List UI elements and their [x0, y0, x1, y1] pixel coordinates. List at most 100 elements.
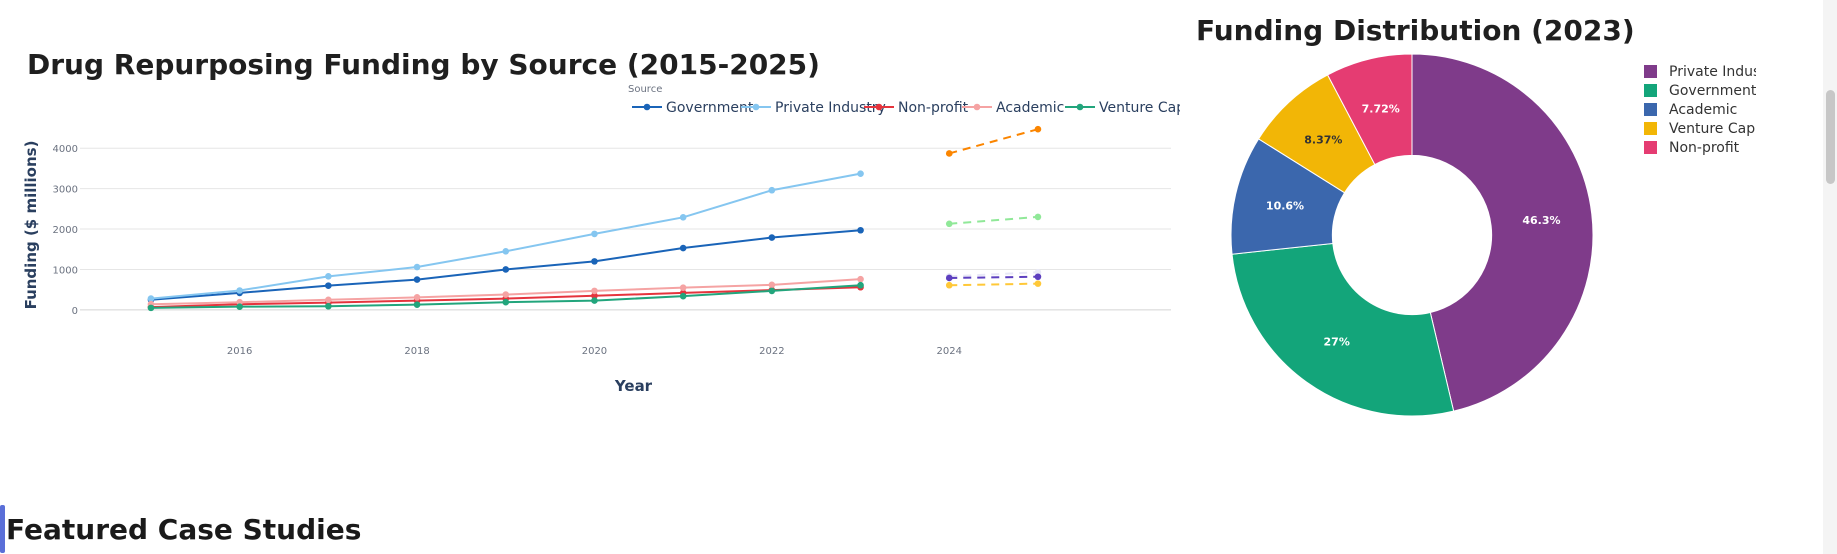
line-series-group: [147, 170, 864, 312]
data-point[interactable]: [147, 295, 155, 302]
data-point[interactable]: [591, 292, 598, 300]
data-point[interactable]: [413, 294, 421, 301]
projection-line[interactable]: [948, 128, 1039, 155]
legend-swatch: [1644, 122, 1657, 135]
projection-point[interactable]: [1034, 213, 1042, 221]
data-point[interactable]: [325, 282, 332, 289]
data-point[interactable]: [502, 247, 510, 255]
projection-point[interactable]: [945, 220, 953, 228]
projection-line[interactable]: [949, 215, 1039, 225]
data-point[interactable]: [413, 276, 421, 283]
legend-swatch-marker[interactable]: [1076, 103, 1084, 111]
data-point[interactable]: [591, 287, 598, 295]
legend-item-label[interactable]: Academic: [996, 100, 1064, 116]
data-point[interactable]: [679, 244, 687, 252]
data-point[interactable]: [679, 292, 687, 300]
x-tick-label: 2022: [759, 346, 784, 357]
slice-percent-label: 27%: [1324, 335, 1350, 348]
line-chart[interactable]: 0 1000 2000 3000 4000 2016 2018 2020 2022 2024 Yea…: [0, 80, 1180, 410]
line-legend[interactable]: Government Private Industry Non-profit Acad…: [632, 100, 1180, 116]
data-point[interactable]: [325, 302, 332, 310]
y-tick-label: 1000: [53, 265, 78, 276]
data-point[interactable]: [502, 266, 510, 273]
legend-label: Government: [1669, 82, 1756, 99]
case-studies-title: Featured Case Studies: [6, 512, 362, 546]
data-point[interactable]: [679, 214, 687, 221]
page-scrollbar[interactable]: [1823, 0, 1837, 554]
data-point[interactable]: [413, 301, 421, 308]
pie-legend-item[interactable]: Academic: [1644, 100, 1756, 119]
donut-slice[interactable]: [1411, 53, 1594, 412]
donut-slice[interactable]: [1326, 53, 1413, 166]
data-point[interactable]: [768, 281, 776, 289]
projection-line[interactable]: [949, 271, 1038, 278]
slice-percent-label: 10.6%: [1266, 200, 1304, 213]
pie-legend-item[interactable]: Government: [1644, 81, 1756, 100]
legend-item-label[interactable]: Non-profit: [898, 100, 969, 116]
slice-percent-label: 7.72%: [1362, 102, 1400, 115]
y-tick-label: 4000: [53, 144, 78, 155]
x-tick-label: 2016: [227, 346, 252, 357]
data-point[interactable]: [591, 230, 598, 238]
projection-point[interactable]: [945, 281, 953, 289]
legend-item-label[interactable]: Venture Capital: [1099, 100, 1180, 116]
data-point[interactable]: [857, 170, 864, 177]
legend-label: Venture Capital: [1669, 120, 1756, 137]
y-tick-label: 3000: [53, 185, 78, 196]
projection-line[interactable]: [949, 275, 1038, 279]
legend-item-label[interactable]: Private Industry: [775, 100, 886, 116]
x-tick-label: 2024: [937, 346, 962, 357]
legend-swatch: [1644, 65, 1657, 78]
data-point[interactable]: [325, 296, 332, 304]
legend-swatch-marker[interactable]: [643, 103, 651, 111]
pie-chart[interactable]: 46.3% 27% 10.6% 8.37% 7.72%: [1210, 50, 1610, 420]
pie-legend-item[interactable]: Venture Capital: [1644, 119, 1756, 138]
data-point[interactable]: [768, 287, 776, 295]
data-point[interactable]: [857, 226, 864, 234]
data-point[interactable]: [591, 297, 598, 304]
projection-point[interactable]: [1034, 125, 1042, 133]
slice-percent-label: 46.3%: [1522, 214, 1560, 227]
legend-item-label[interactable]: Government: [666, 100, 754, 116]
data-point[interactable]: [147, 304, 155, 312]
legend-label: Academic: [1669, 101, 1738, 118]
data-point[interactable]: [502, 291, 510, 298]
data-point[interactable]: [502, 298, 510, 306]
projection-point[interactable]: [1034, 273, 1042, 281]
data-point[interactable]: [236, 303, 243, 310]
donut-slice[interactable]: [1231, 242, 1455, 417]
pie-legend-item[interactable]: Non-profit: [1644, 138, 1756, 157]
data-point[interactable]: [857, 281, 864, 289]
data-point[interactable]: [768, 186, 776, 194]
data-point[interactable]: [413, 263, 421, 271]
pie-legend-item[interactable]: Private Industry: [1644, 62, 1756, 81]
legend-title: Source: [628, 84, 662, 95]
scrollbar-thumb[interactable]: [1826, 90, 1835, 184]
legend-label: Private Industry: [1669, 63, 1756, 80]
heading-accent-bar: [0, 505, 5, 553]
legend-swatch-marker[interactable]: [973, 103, 981, 111]
x-tick-label: 2020: [582, 346, 607, 357]
projection-point[interactable]: [945, 150, 953, 157]
legend-label: Non-profit: [1669, 139, 1740, 156]
legend-swatch: [1644, 84, 1657, 97]
data-point[interactable]: [857, 275, 864, 283]
projection-point[interactable]: [1034, 280, 1042, 287]
projection-line[interactable]: [949, 282, 1038, 287]
pie-chart-title: Funding Distribution (2023): [1196, 14, 1635, 47]
legend-swatch-marker[interactable]: [752, 103, 760, 111]
series-line[interactable]: [150, 229, 861, 301]
data-point[interactable]: [325, 273, 332, 280]
data-point[interactable]: [679, 284, 687, 291]
series-line[interactable]: [150, 172, 861, 300]
legend-swatch: [1644, 141, 1657, 154]
y-tick-label: 2000: [53, 225, 78, 236]
data-point[interactable]: [768, 234, 776, 241]
data-point[interactable]: [236, 287, 243, 294]
data-point[interactable]: [591, 258, 598, 265]
pie-legend[interactable]: Private Industry Government Academic Ventur…: [1644, 62, 1756, 157]
y-axis-title: Funding ($ millions): [22, 141, 40, 310]
x-axis-title: Year: [614, 377, 653, 395]
legend-swatch-marker[interactable]: [875, 103, 883, 111]
projection-point[interactable]: [945, 274, 953, 282]
